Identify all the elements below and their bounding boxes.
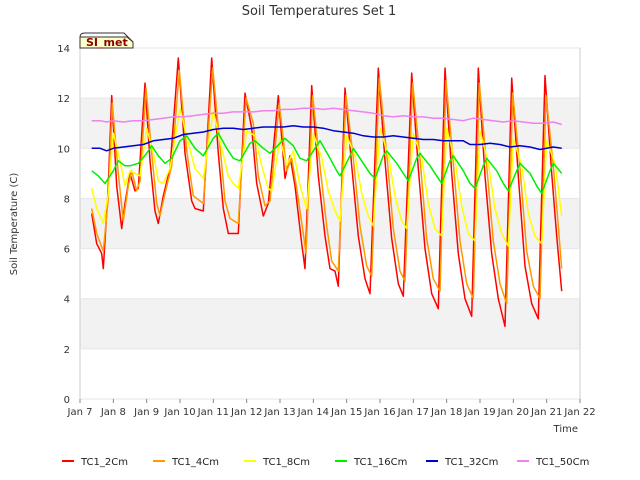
y-tick-label: 8 bbox=[64, 194, 70, 205]
x-tick-label: Jan 8 bbox=[100, 407, 126, 418]
x-axis-label: Time bbox=[553, 424, 578, 435]
band-4 bbox=[80, 148, 580, 199]
legend-label: TC1_2Cm bbox=[80, 457, 128, 468]
legend-label: TC1_4Cm bbox=[171, 457, 219, 468]
band-3 bbox=[80, 198, 580, 249]
x-tick-label: Jan 7 bbox=[67, 407, 93, 418]
series-lines bbox=[90, 57, 563, 328]
x-tick-label: Jan 10 bbox=[163, 407, 195, 418]
x-tick-label: Jan 12 bbox=[230, 407, 262, 418]
legend-label: TC1_16Cm bbox=[353, 457, 407, 468]
series-line-tc1-50cm bbox=[91, 107, 562, 126]
y-tick-label: 0 bbox=[64, 395, 70, 406]
y-tick-label: 4 bbox=[64, 295, 70, 306]
x-tick-label: Jan 14 bbox=[297, 407, 329, 418]
x-tick-label: Jan 22 bbox=[563, 407, 595, 418]
series-line-tc1-16cm bbox=[91, 132, 563, 195]
y-tick-label: 14 bbox=[57, 44, 70, 55]
series-line-tc1-32cm bbox=[91, 124, 562, 152]
legend-label: TC1_32Cm bbox=[444, 457, 498, 468]
chart-title: Soil Temperatures Set 1 bbox=[242, 4, 397, 19]
series-line-tc1-4cm bbox=[90, 67, 563, 305]
series-line-tc1-2cm bbox=[90, 57, 563, 328]
x-tick-label: Jan 16 bbox=[363, 407, 395, 418]
site-badge: SI_met bbox=[79, 32, 134, 49]
x-tick-label: Jan 13 bbox=[263, 407, 295, 418]
legend-label: TC1_50Cm bbox=[535, 457, 589, 468]
x-tick-label: Jan 11 bbox=[197, 407, 229, 418]
x-tick-label: Jan 20 bbox=[497, 407, 529, 418]
plot-background bbox=[80, 48, 580, 399]
y-axis-label: Soil Temperature (C) bbox=[9, 173, 20, 276]
band-1 bbox=[80, 298, 580, 349]
x-tick-label: Jan 15 bbox=[330, 407, 362, 418]
x-tick-label: Jan 9 bbox=[133, 407, 159, 418]
x-tick-label: Jan 19 bbox=[463, 407, 495, 418]
series-line-tc1-8cm bbox=[90, 107, 563, 247]
y-tick-label: 6 bbox=[64, 245, 70, 256]
x-tick-label: Jan 21 bbox=[530, 407, 562, 418]
y-tick-label: 12 bbox=[57, 94, 70, 105]
band-6 bbox=[80, 48, 580, 99]
x-tick-label: Jan 18 bbox=[430, 407, 462, 418]
x-tick-label: Jan 17 bbox=[397, 407, 429, 418]
y-tick-label: 10 bbox=[57, 144, 70, 155]
legend-label: TC1_8Cm bbox=[262, 457, 310, 468]
y-tick-label: 2 bbox=[64, 345, 70, 356]
band-2 bbox=[80, 248, 580, 299]
y-axis-ticks: 0 2 4 6 8 10 12 14 bbox=[57, 44, 70, 406]
band-0 bbox=[80, 348, 580, 399]
x-axis-ticks: Jan 7 Jan 8 Jan 9 Jan 10 Jan 11 Jan 12 Jan 13 J… bbox=[67, 399, 596, 418]
legend: TC1_2Cm TC1_4Cm TC1_8Cm TC1_16Cm TC1_32Cm TC1… bbox=[62, 457, 589, 468]
site-badge-label: SI_met bbox=[86, 36, 128, 49]
